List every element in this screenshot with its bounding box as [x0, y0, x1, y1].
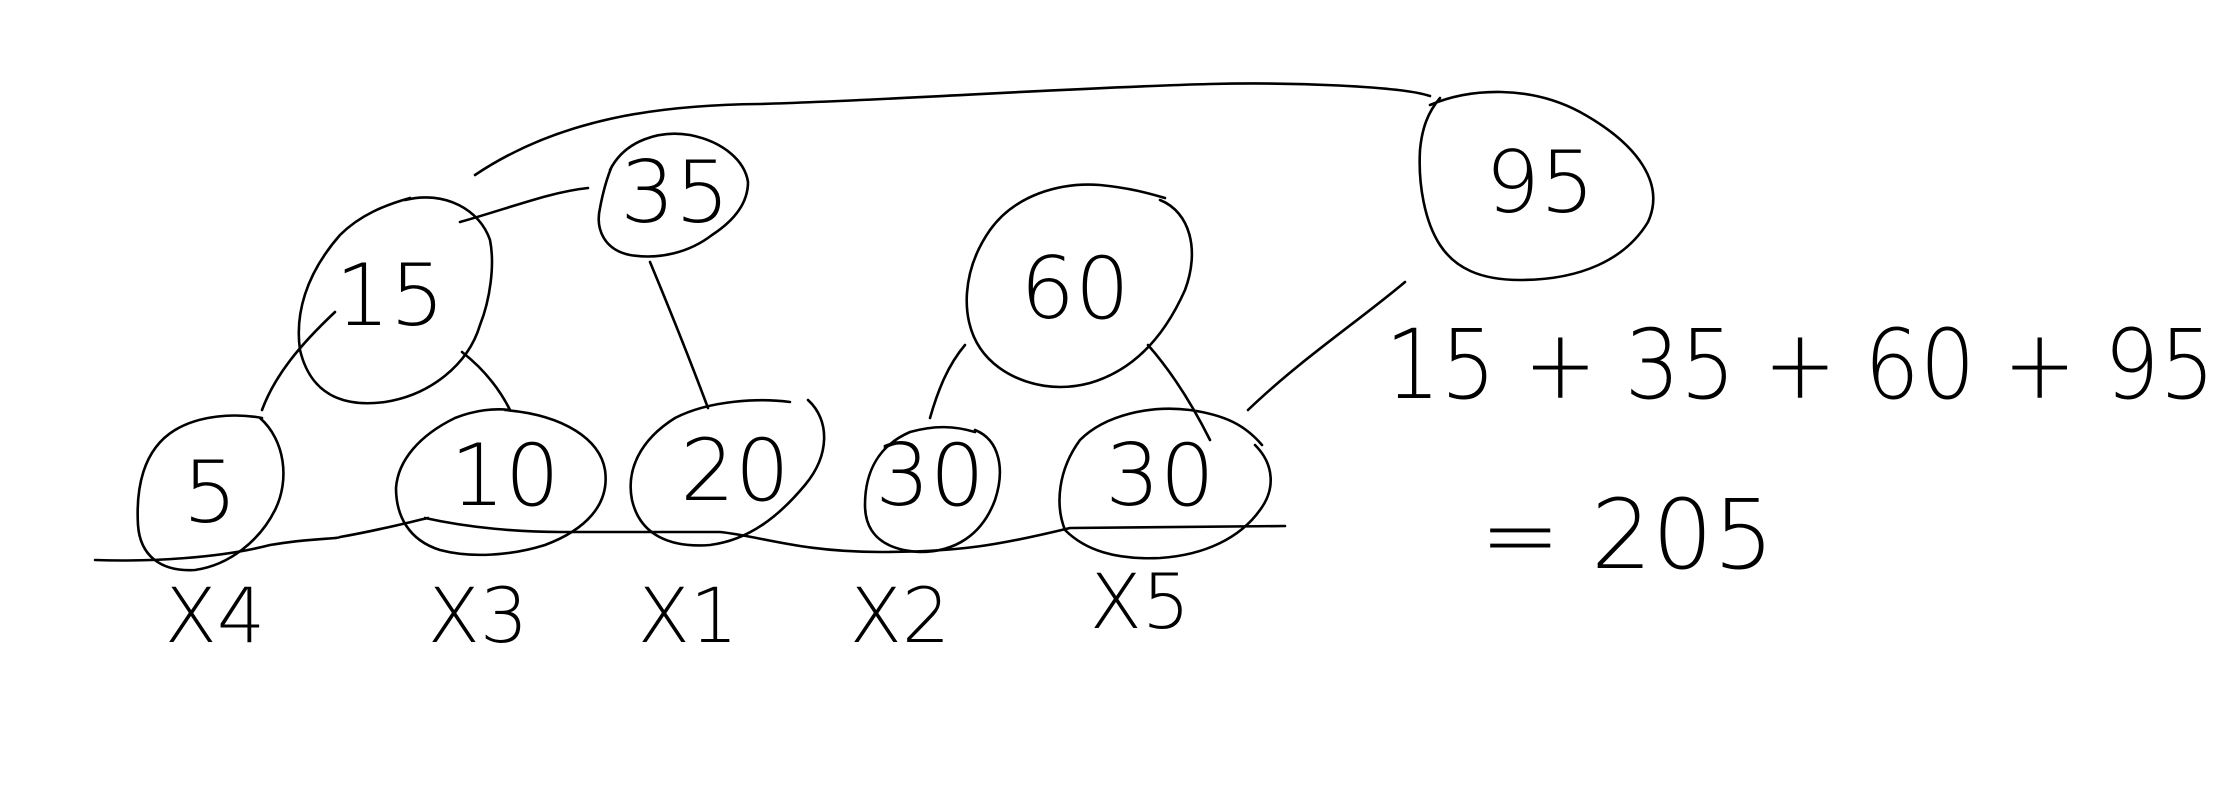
node-value-30: 30	[1105, 426, 1214, 526]
edge-35-20	[648, 260, 710, 410]
node-value-35: 35	[620, 143, 729, 243]
leaf-label-x2: X2	[850, 571, 950, 660]
leaf-label-x4: X4	[165, 571, 265, 660]
node-5-circle	[136, 414, 285, 572]
node-value-20: 20	[680, 421, 789, 521]
edge-15-5	[260, 310, 337, 412]
leaf-baseline	[93, 516, 1287, 562]
tree-node-circles	[136, 90, 1655, 572]
node-value-95: 95	[1485, 133, 1594, 233]
cost-equation: 15 + 35 + 60 + 95 = 205	[1385, 309, 2215, 591]
node-value-15: 15	[335, 246, 444, 346]
edge-60-30b	[1146, 343, 1212, 442]
node-95-circle	[1418, 90, 1655, 282]
leaf-labels: X4 X3 X1 X2 X5	[165, 557, 1190, 660]
edge-95-35	[473, 82, 1432, 177]
baseline-stroke	[93, 516, 430, 562]
node-30b-circle	[1058, 407, 1272, 560]
edge-95-60	[1246, 280, 1407, 412]
edge-15-10	[460, 350, 512, 412]
node-value-10: 10	[450, 426, 559, 526]
tree-node-values: 95 35 60 15 5 10 20 30 30	[183, 133, 1595, 543]
equation-sum-terms: 15 + 35 + 60 + 95	[1385, 309, 2215, 421]
node-value-30: 30	[875, 426, 984, 526]
baseline-stroke	[423, 516, 1287, 554]
node-10-circle	[394, 407, 607, 557]
leaf-label-x1: X1	[638, 571, 738, 660]
node-value-5: 5	[183, 443, 238, 543]
node-15-circle	[297, 196, 494, 405]
node-30a-circle	[863, 425, 1002, 554]
equation-result: = 205	[1480, 479, 1774, 591]
edge-60-30a	[928, 343, 967, 420]
node-35-circle	[597, 132, 750, 258]
node-60-circle	[965, 183, 1194, 389]
leaf-label-x3: X3	[428, 571, 528, 660]
node-value-60: 60	[1020, 239, 1129, 339]
edge-35-15	[458, 186, 590, 224]
node-20-circle	[629, 398, 826, 547]
leaf-label-x5: X5	[1090, 557, 1190, 646]
